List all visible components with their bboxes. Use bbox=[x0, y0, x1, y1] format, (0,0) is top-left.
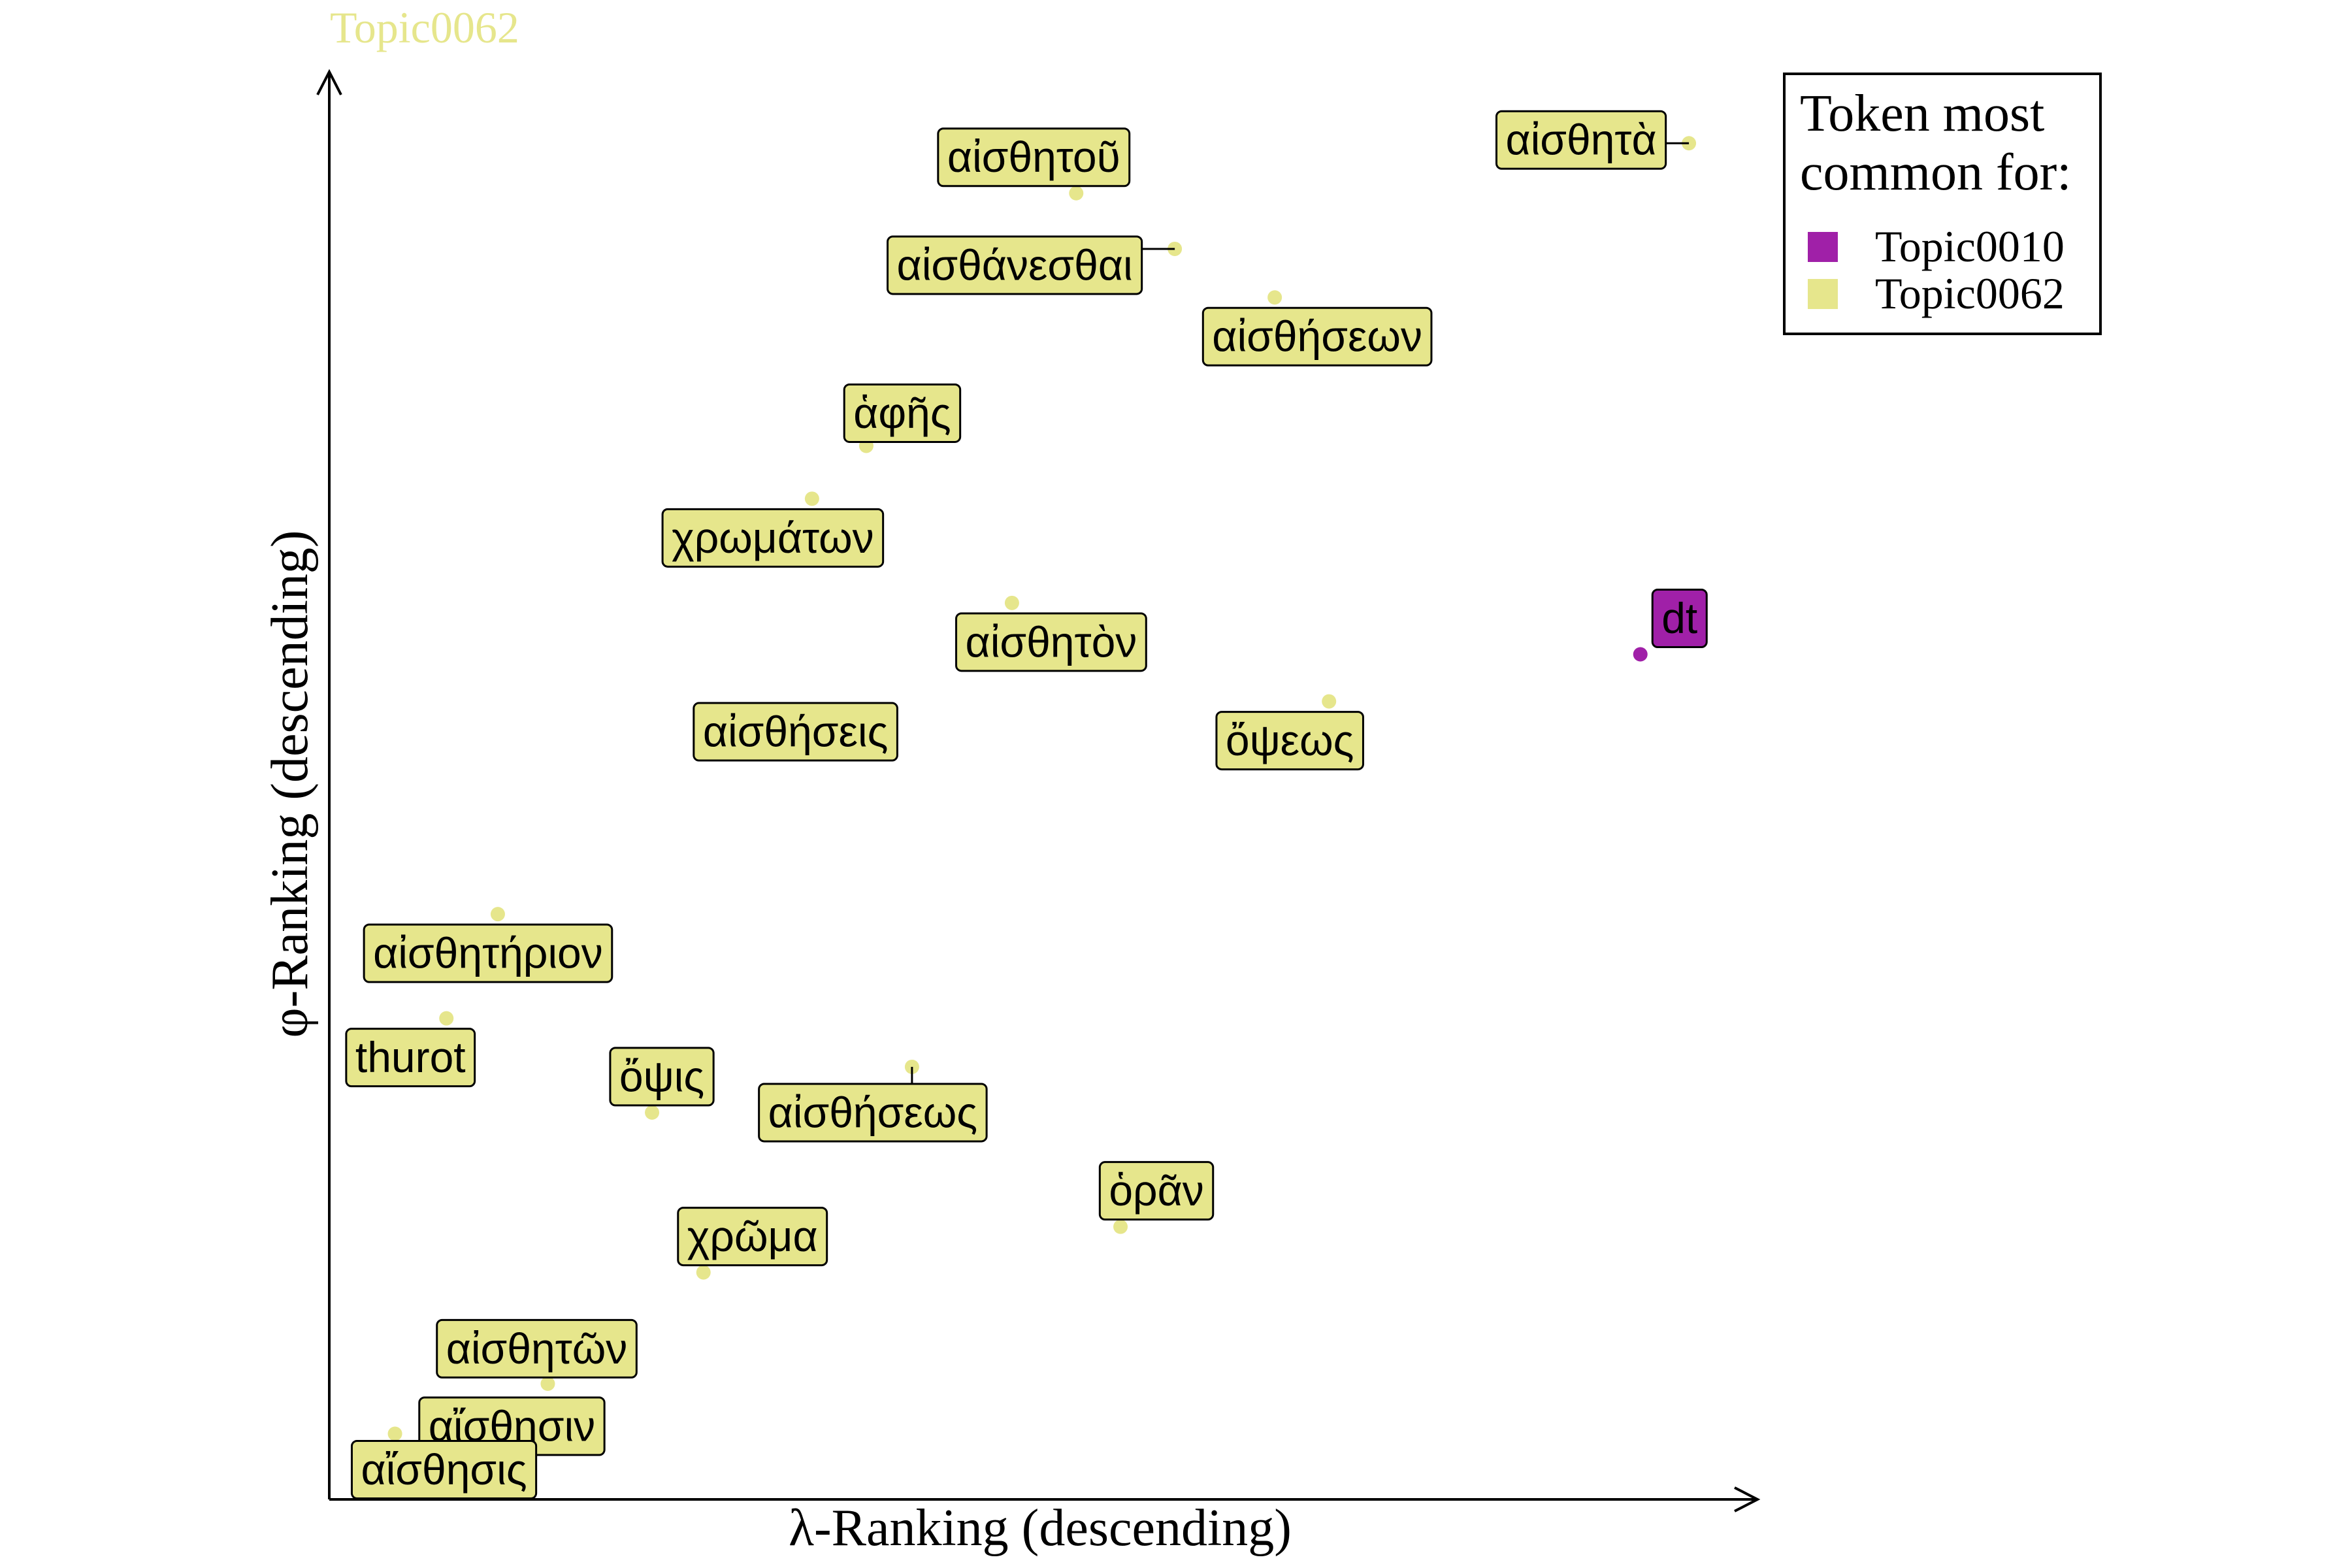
label-box-χρωματων bbox=[661, 508, 885, 568]
point-label-χρωμα: χρῶμα bbox=[687, 1212, 818, 1260]
point-label-αισθητα: αἰσθητὰ bbox=[1505, 116, 1656, 164]
legend-entry-topic0062: Topic0062 bbox=[1875, 269, 2065, 318]
labels-layer: αἰσθητοῦ αἰσθητὰ αἰσθάνεσθαι αἰσθήσεων ἁφῆς χ… bbox=[345, 110, 1708, 1499]
data-point-οψις bbox=[645, 1105, 660, 1120]
point-label-οψις: ὄψις bbox=[619, 1052, 704, 1100]
y-axis-label: φ-Ranking (descending) bbox=[261, 530, 319, 1037]
data-point-thurot bbox=[439, 1011, 454, 1026]
data-point-αισθησεων bbox=[1267, 290, 1282, 305]
point-label-dt: dt bbox=[1661, 594, 1697, 642]
data-point-χρωμα bbox=[696, 1265, 711, 1280]
y-axis bbox=[316, 69, 342, 1499]
point-label-αφης: ἁφῆς bbox=[853, 389, 951, 437]
data-point-αισθητον bbox=[1004, 595, 1019, 610]
data-point-χρωματων bbox=[804, 491, 819, 506]
point-label-οραν: ὁρᾶν bbox=[1109, 1166, 1203, 1215]
label-box-οψεως bbox=[1215, 711, 1364, 771]
point-label-χρωματων: χρωμάτων bbox=[672, 514, 874, 562]
label-box-οψις bbox=[609, 1047, 715, 1107]
x-axis-arrow bbox=[1734, 1486, 1761, 1512]
legend-swatch-topic0010 bbox=[1808, 232, 1838, 262]
data-point-οραν bbox=[1113, 1219, 1128, 1234]
point-label-αισθησεων: αἰσθήσεων bbox=[1212, 312, 1422, 361]
point-label-αισθησις: αἴσθησις bbox=[361, 1445, 527, 1494]
label-box-αισθητηριον bbox=[363, 923, 613, 983]
label-box-αισθησεων bbox=[1201, 306, 1433, 367]
label-box-thurot bbox=[345, 1028, 476, 1088]
label-box-αισθησεως bbox=[758, 1083, 988, 1143]
chart-title: Topic0062 bbox=[330, 3, 519, 52]
label-box-αισθησεις bbox=[693, 702, 898, 762]
point-label-αισθησεις: αἰσθήσεις bbox=[703, 708, 889, 756]
y-axis-arrow bbox=[316, 69, 342, 95]
label-box-αισθητον bbox=[955, 612, 1147, 672]
data-point-αισθητου bbox=[1069, 186, 1084, 201]
x-axis-label: λ-Ranking (descending) bbox=[789, 1499, 1292, 1557]
label-box-αισθητου bbox=[937, 127, 1131, 188]
label-box-αισθητα bbox=[1495, 110, 1667, 170]
data-point-οψεως bbox=[1322, 694, 1337, 709]
legend-title-line-1: Token most bbox=[1800, 85, 2044, 142]
legend-title-line-2: common for: bbox=[1800, 144, 2071, 201]
label-box-αισθητων bbox=[436, 1318, 638, 1379]
legend: Token most common for: Topic0010 Topic00… bbox=[1783, 73, 2102, 335]
data-point-αισθητηριον bbox=[490, 907, 505, 922]
x-axis bbox=[329, 1486, 1761, 1512]
point-label-αισθητον: αἰσθητὸν bbox=[966, 617, 1137, 666]
point-label-αισθητηριον: αἰσθητήριον bbox=[373, 929, 603, 977]
label-box-αισθανεσθαι bbox=[887, 235, 1143, 295]
legend-entry-topic0010: Topic0010 bbox=[1875, 221, 2065, 271]
point-label-αισθητων: αἰσθητῶν bbox=[446, 1324, 628, 1373]
point-label-οψεως: ὄψεως bbox=[1226, 716, 1354, 764]
label-box-οραν bbox=[1098, 1161, 1215, 1221]
label-box-αφης bbox=[843, 383, 962, 443]
data-point-αισθησιν bbox=[540, 1377, 555, 1392]
label-box-αισθησις bbox=[350, 1439, 538, 1499]
point-label-thurot: thurot bbox=[355, 1033, 466, 1081]
data-point-αισθησις bbox=[387, 1426, 402, 1441]
data-point-dt bbox=[1633, 647, 1648, 662]
point-label-αισθητου: αἰσθητοῦ bbox=[947, 133, 1120, 181]
point-label-αισθησεως: αἰσθήσεως bbox=[768, 1088, 977, 1136]
label-box-dt bbox=[1651, 588, 1708, 648]
label-box-χρωμα bbox=[677, 1207, 828, 1267]
point-label-αισθανεσθαι: αἰσθάνεσθαι bbox=[897, 240, 1133, 289]
legend-swatch-topic0062 bbox=[1808, 279, 1838, 309]
